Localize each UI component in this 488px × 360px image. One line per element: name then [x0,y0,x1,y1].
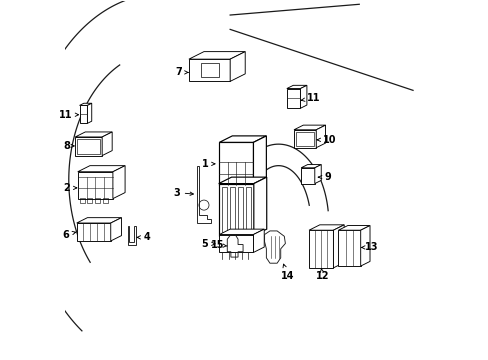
Polygon shape [286,89,300,108]
Polygon shape [75,132,112,137]
Text: 8: 8 [63,141,74,151]
Bar [87,198,92,203]
Polygon shape [308,225,344,230]
Bar [77,139,100,154]
Polygon shape [316,125,325,148]
Polygon shape [230,51,244,81]
Text: 15: 15 [210,240,226,250]
Polygon shape [219,229,264,234]
Polygon shape [77,223,110,241]
Bar [245,187,250,232]
Polygon shape [253,229,264,252]
Text: 6: 6 [62,230,76,239]
Polygon shape [75,137,102,156]
Bar [80,198,84,203]
Text: 11: 11 [59,110,79,120]
Polygon shape [188,51,244,59]
Polygon shape [301,165,321,168]
Polygon shape [286,85,306,89]
Polygon shape [293,125,325,130]
Polygon shape [80,103,92,105]
Text: 7: 7 [175,67,187,77]
Text: 11: 11 [301,93,320,103]
Text: 12: 12 [315,268,329,281]
Polygon shape [218,184,253,235]
Text: 2: 2 [63,183,77,193]
Text: 1: 1 [201,159,214,169]
Text: 4: 4 [137,232,150,242]
Polygon shape [219,142,253,185]
Polygon shape [110,218,121,241]
Polygon shape [333,225,344,268]
Bar [222,187,227,232]
Bar [201,63,218,77]
Text: 10: 10 [316,135,336,145]
Polygon shape [80,105,87,123]
Polygon shape [338,230,360,266]
Text: 9: 9 [318,172,330,182]
Bar [230,187,235,232]
Polygon shape [87,103,92,123]
Bar [238,187,243,232]
Polygon shape [188,59,230,81]
Polygon shape [314,165,321,184]
Bar [296,132,313,145]
Polygon shape [113,166,125,199]
Polygon shape [293,130,316,148]
Text: 5: 5 [201,239,214,249]
Polygon shape [78,172,113,199]
Polygon shape [253,136,266,185]
Polygon shape [308,230,333,268]
Polygon shape [360,226,369,266]
Polygon shape [253,177,266,235]
Polygon shape [219,136,266,142]
Polygon shape [219,234,253,252]
Text: 14: 14 [280,264,294,281]
Polygon shape [77,218,121,223]
Text: 13: 13 [361,242,378,252]
Polygon shape [300,85,306,108]
Polygon shape [301,168,314,184]
Polygon shape [78,166,125,172]
Bar [103,198,108,203]
Bar [95,198,100,203]
Polygon shape [102,132,112,156]
Polygon shape [338,226,369,230]
Text: 3: 3 [173,188,193,198]
Polygon shape [218,177,266,184]
